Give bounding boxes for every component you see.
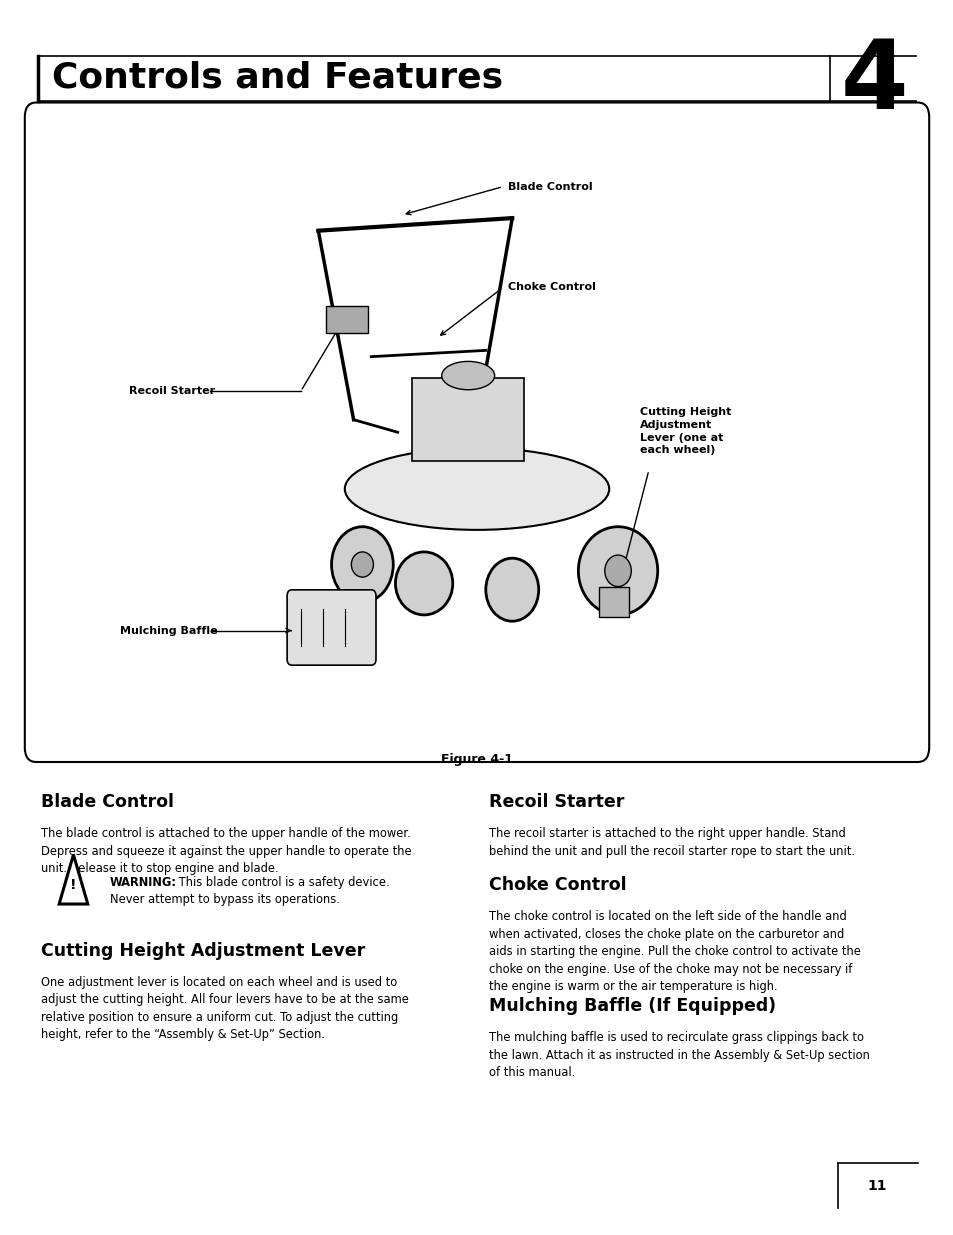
Text: This blade control is a safety device.: This blade control is a safety device.	[174, 876, 389, 889]
Text: Blade Control: Blade Control	[507, 182, 592, 191]
Text: The choke control is located on the left side of the handle and
when activated, : The choke control is located on the left…	[489, 910, 861, 993]
Text: Never attempt to bypass its operations.: Never attempt to bypass its operations.	[110, 893, 339, 906]
Text: The mulching baffle is used to recirculate grass clippings back to
the lawn. Att: The mulching baffle is used to recircula…	[489, 1031, 869, 1079]
Text: Mulching Baffle: Mulching Baffle	[120, 626, 217, 636]
Text: Blade Control: Blade Control	[41, 793, 173, 811]
Text: Choke Control: Choke Control	[489, 876, 626, 894]
Ellipse shape	[578, 526, 657, 615]
Text: Recoil Starter: Recoil Starter	[129, 387, 214, 396]
Text: Controls and Features: Controls and Features	[52, 61, 503, 95]
FancyBboxPatch shape	[598, 588, 628, 618]
Ellipse shape	[604, 555, 631, 587]
Text: The recoil starter is attached to the right upper handle. Stand
behind the unit : The recoil starter is attached to the ri…	[489, 827, 855, 858]
Text: Choke Control: Choke Control	[507, 283, 595, 293]
Text: Figure 4-1: Figure 4-1	[440, 753, 513, 766]
Text: 11: 11	[867, 1178, 886, 1193]
Text: One adjustment lever is located on each wheel and is used to
adjust the cutting : One adjustment lever is located on each …	[41, 976, 409, 1041]
Ellipse shape	[441, 362, 494, 390]
Text: Cutting Height Adjustment Lever: Cutting Height Adjustment Lever	[41, 942, 365, 961]
FancyBboxPatch shape	[326, 306, 367, 332]
Ellipse shape	[332, 526, 393, 603]
Text: WARNING:: WARNING:	[110, 876, 176, 889]
Polygon shape	[59, 855, 88, 904]
FancyBboxPatch shape	[287, 590, 375, 666]
Text: 4: 4	[841, 36, 907, 130]
Ellipse shape	[344, 448, 609, 530]
Ellipse shape	[485, 558, 538, 621]
Text: Cutting Height
Adjustment
Lever (one at
each wheel): Cutting Height Adjustment Lever (one at …	[639, 408, 731, 456]
Text: !: !	[71, 878, 76, 892]
Ellipse shape	[351, 552, 373, 577]
FancyBboxPatch shape	[412, 378, 523, 461]
Ellipse shape	[395, 552, 453, 615]
Text: The blade control is attached to the upper handle of the mower.
Depress and sque: The blade control is attached to the upp…	[41, 827, 411, 876]
Text: Mulching Baffle (If Equipped): Mulching Baffle (If Equipped)	[489, 997, 776, 1015]
Text: Recoil Starter: Recoil Starter	[489, 793, 624, 811]
FancyBboxPatch shape	[25, 103, 928, 762]
